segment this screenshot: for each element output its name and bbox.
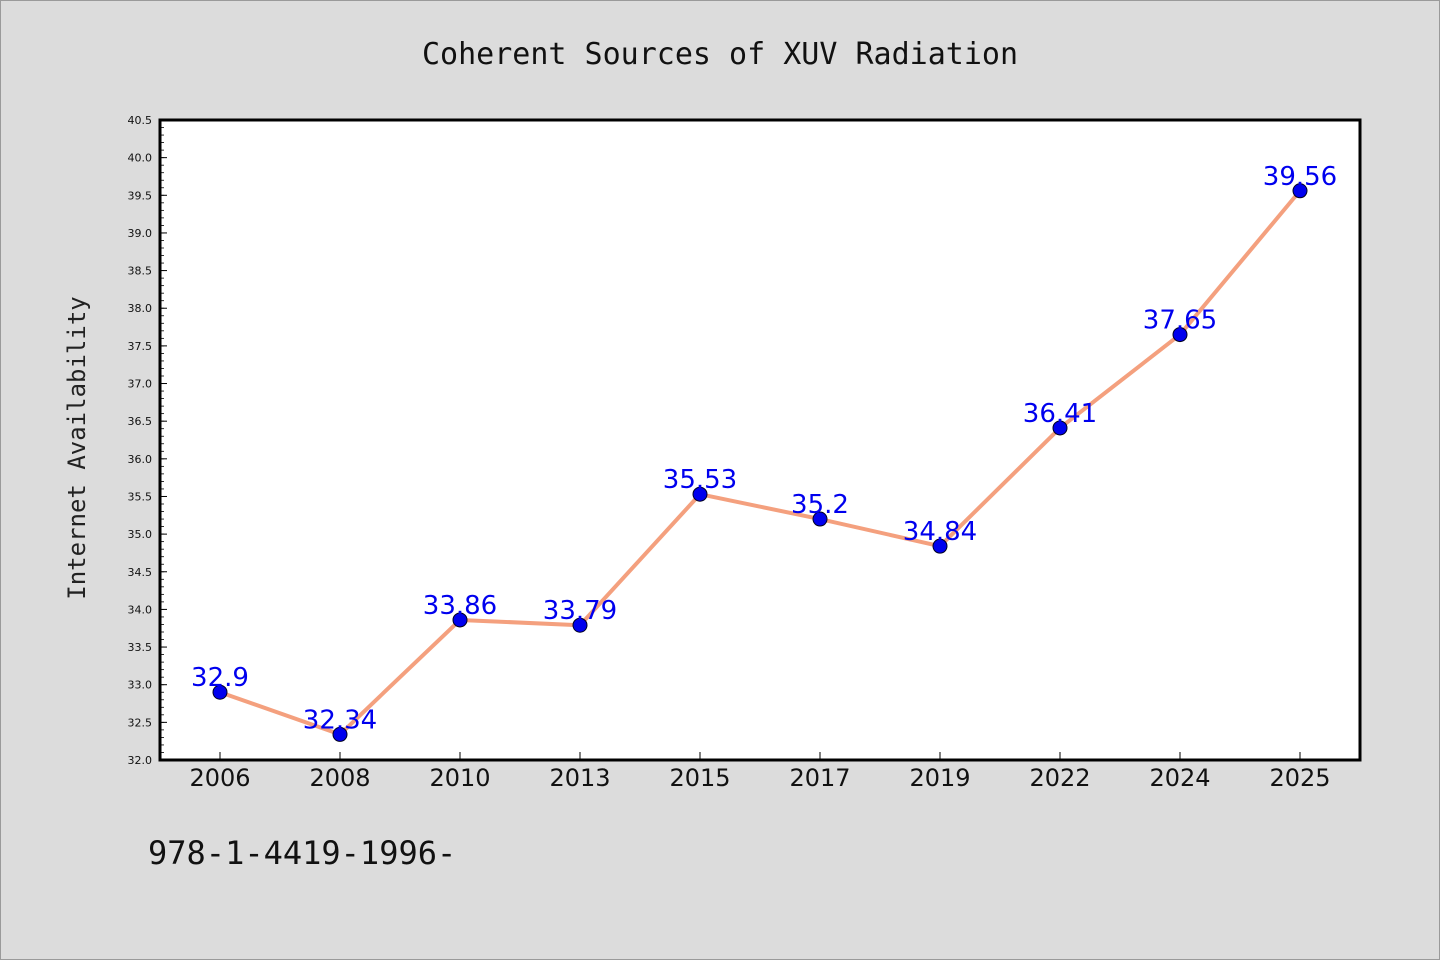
x-tick-label: 2008 bbox=[309, 764, 370, 792]
data-label: 39.56 bbox=[1263, 162, 1337, 192]
plot-area bbox=[158, 118, 1362, 762]
series-line bbox=[218, 188, 1302, 737]
y-axis-ticks: 32.0 32.5 33.0 33.5 34.0 34.5 35.0 35.5 36.0 36.5… bbox=[128, 114, 167, 767]
data-label: 32.34 bbox=[303, 705, 377, 735]
data-point bbox=[572, 617, 588, 633]
data-point bbox=[1172, 327, 1188, 343]
footnote: 978-1-4419-1996- bbox=[148, 834, 456, 872]
data-point bbox=[812, 511, 828, 527]
y-tick-label: 35.5 bbox=[128, 490, 153, 503]
data-point bbox=[452, 612, 468, 628]
data-point bbox=[692, 486, 708, 502]
x-tick-label: 2025 bbox=[1269, 764, 1330, 792]
y-tick-label: 38.5 bbox=[128, 265, 153, 278]
y-tick-label: 35.0 bbox=[128, 528, 153, 541]
x-tick-label: 2013 bbox=[549, 764, 610, 792]
data-point bbox=[1052, 420, 1068, 436]
y-tick-label: 38.0 bbox=[128, 302, 153, 315]
y-tick-label: 40.5 bbox=[128, 114, 153, 127]
data-label: 34.84 bbox=[903, 517, 977, 547]
y-tick-label: 33.0 bbox=[128, 679, 153, 692]
y-tick-label: 34.0 bbox=[128, 603, 153, 616]
x-tick-label: 2024 bbox=[1149, 764, 1210, 792]
y-tick-label: 33.5 bbox=[128, 641, 153, 654]
x-tick-label: 2015 bbox=[669, 764, 730, 792]
data-label: 35.53 bbox=[663, 465, 737, 495]
data-label: 35.2 bbox=[791, 490, 849, 520]
y-tick-label: 40.0 bbox=[128, 152, 153, 165]
x-tick-label: 2010 bbox=[429, 764, 490, 792]
data-point bbox=[932, 538, 948, 554]
x-axis-ticks: 2006 2008 2010 2013 2015 2017 2019 2022 2024 2025 bbox=[189, 752, 1331, 792]
y-axis-label: Internet Availability bbox=[63, 296, 91, 599]
data-label: 36.41 bbox=[1023, 399, 1097, 429]
y-tick-label: 32.0 bbox=[128, 754, 153, 767]
y-tick-label: 37.0 bbox=[128, 378, 153, 391]
series-layer: 32.9 32.34 33.86 33.79 35.53 35.2 34.84 36.41 37… bbox=[191, 162, 1337, 742]
y-tick-label: 32.5 bbox=[128, 716, 153, 729]
data-point bbox=[332, 726, 348, 742]
chart-title: Coherent Sources of XUV Radiation bbox=[422, 37, 1018, 72]
data-label: 37.65 bbox=[1143, 306, 1217, 336]
data-label: 32.9 bbox=[191, 663, 249, 693]
y-tick-label: 39.0 bbox=[128, 227, 153, 240]
data-point bbox=[1292, 183, 1308, 199]
x-tick-label: 2022 bbox=[1029, 764, 1090, 792]
x-tick-label: 2017 bbox=[789, 764, 850, 792]
y-tick-label: 34.5 bbox=[128, 566, 153, 579]
y-tick-label: 36.0 bbox=[128, 453, 153, 466]
data-label: 33.86 bbox=[423, 591, 497, 621]
x-tick-label: 2019 bbox=[909, 764, 970, 792]
y-tick-label: 37.5 bbox=[128, 340, 153, 353]
y-tick-label: 39.5 bbox=[128, 189, 153, 202]
data-point bbox=[212, 684, 228, 700]
x-tick-label: 2006 bbox=[189, 764, 250, 792]
data-label: 33.79 bbox=[543, 596, 617, 626]
y-tick-label: 36.5 bbox=[128, 415, 153, 428]
